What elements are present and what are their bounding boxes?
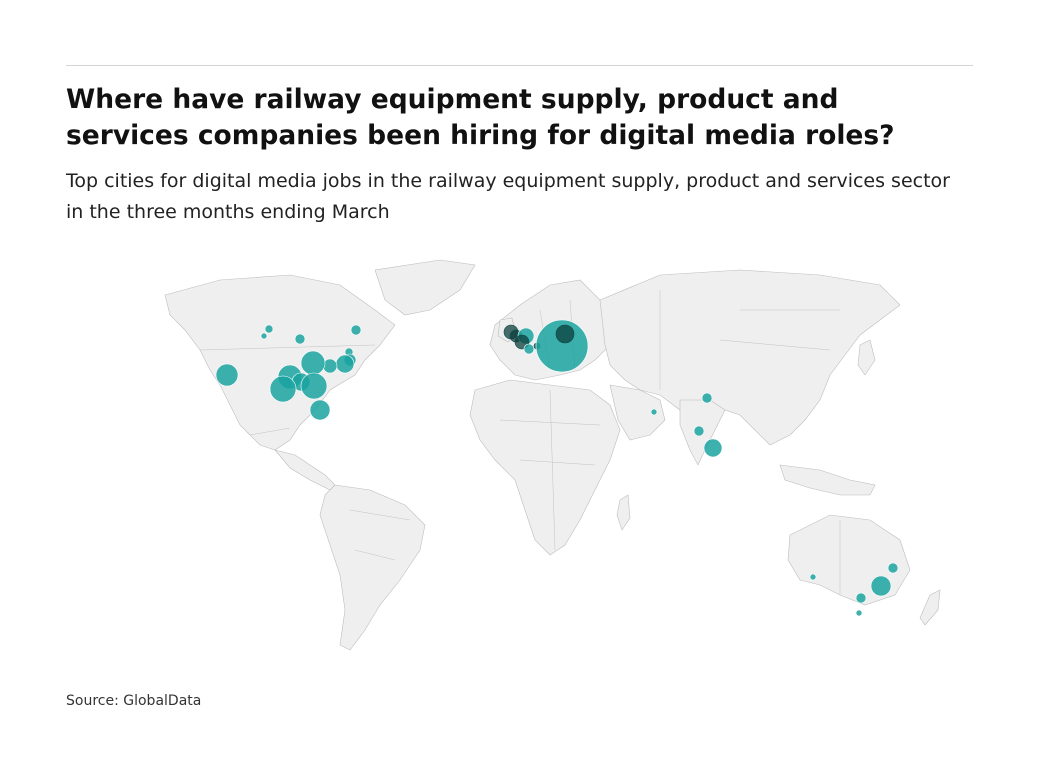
- city-bubble[interactable]: [300, 350, 326, 376]
- city-bubble[interactable]: [523, 343, 535, 355]
- page-subtitle: Top cities for digital media jobs in the…: [66, 170, 950, 223]
- landmasses: [164, 259, 941, 651]
- city-bubble[interactable]: [870, 575, 892, 597]
- city-bubble[interactable]: [300, 372, 328, 400]
- city-bubble[interactable]: [809, 573, 817, 581]
- city-bubble[interactable]: [335, 354, 355, 374]
- source-note: Source: GlobalData: [66, 693, 202, 709]
- land-africa: [469, 379, 621, 556]
- city-bubble[interactable]: [294, 333, 306, 345]
- land-greenland: [374, 259, 476, 316]
- land-southeast-asia: [779, 464, 876, 496]
- city-bubble[interactable]: [555, 324, 575, 344]
- city-bubble[interactable]: [309, 399, 331, 421]
- city-bubble[interactable]: [855, 609, 863, 617]
- land-madagascar: [616, 494, 631, 531]
- land-arabia: [609, 384, 666, 441]
- land-south-america: [319, 484, 426, 651]
- land-new-zealand: [919, 589, 941, 626]
- city-bubble[interactable]: [264, 324, 274, 334]
- land-australia: [787, 514, 911, 606]
- city-bubble[interactable]: [887, 562, 899, 574]
- land-central-america: [274, 449, 336, 491]
- city-bubble[interactable]: [215, 363, 239, 387]
- world-map: [164, 259, 941, 651]
- city-bubble[interactable]: [693, 425, 705, 437]
- city-bubble[interactable]: [269, 375, 297, 403]
- land-japan: [857, 339, 876, 376]
- city-bubble[interactable]: [350, 324, 362, 336]
- land-asia: [599, 269, 901, 446]
- city-bubble[interactable]: [703, 438, 723, 458]
- top-divider: [66, 65, 973, 66]
- city-bubble[interactable]: [701, 392, 713, 404]
- city-bubble[interactable]: [535, 319, 589, 373]
- city-bubbles: [215, 319, 899, 617]
- city-bubble[interactable]: [650, 408, 658, 416]
- city-bubble[interactable]: [260, 332, 268, 340]
- page-title: Where have railway equipment supply, pro…: [66, 84, 895, 151]
- city-bubble[interactable]: [855, 592, 867, 604]
- land-north-america: [164, 274, 396, 451]
